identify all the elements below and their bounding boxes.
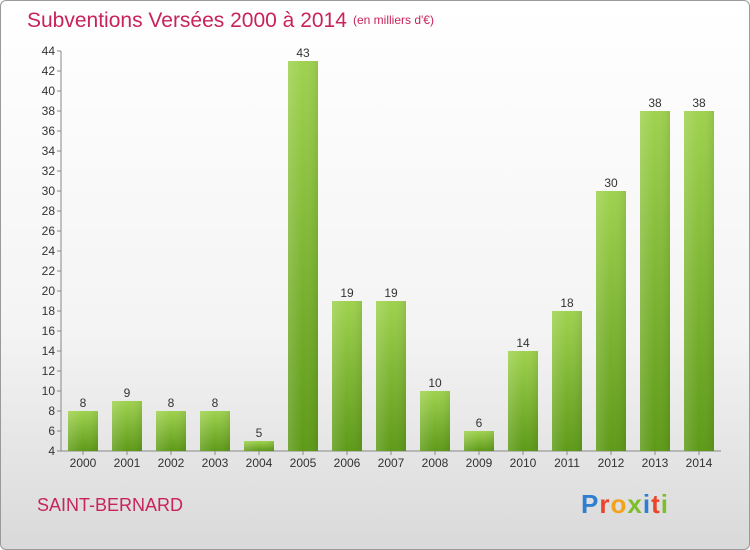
bar-shade (112, 401, 142, 451)
bars (68, 61, 714, 451)
y-tick-label: 8 (48, 404, 55, 418)
labels: 8 2000 9 2001 8 2002 8 2003 5 2004 43 2005 19 2006 19 2… (70, 46, 713, 470)
logo-letter: x (627, 489, 643, 519)
chart-title: Subventions Versées 2000 à 2014 (27, 9, 347, 32)
chart-subtitle: (en milliers d'€) (353, 13, 434, 27)
logo-letter: r (599, 489, 611, 519)
data-label: 19 (384, 286, 398, 300)
x-tick-label: 2007 (378, 456, 405, 470)
bar-shade (244, 441, 274, 451)
y-tick-label: 16 (42, 324, 56, 338)
y-tick-label: 28 (42, 204, 56, 218)
data-label: 38 (648, 96, 662, 110)
x-tick-label: 2006 (334, 456, 361, 470)
data-label: 5 (256, 426, 263, 440)
bar-shade (332, 301, 362, 451)
bar-shade (376, 301, 406, 451)
bar-shade (200, 411, 230, 451)
data-label: 38 (692, 96, 706, 110)
y-tick-label: 12 (42, 364, 56, 378)
y-tick-label: 26 (42, 224, 56, 238)
y-tick-label: 38 (42, 104, 56, 118)
bar-shade (420, 391, 450, 451)
y-tick-label: 10 (42, 384, 56, 398)
y-tick-label: 34 (42, 144, 56, 158)
y-tick-label: 36 (42, 124, 56, 138)
bar-shade (508, 351, 538, 451)
location-name: SAINT-BERNARD (37, 495, 184, 515)
data-label: 8 (212, 396, 219, 410)
y-tick-label: 20 (42, 284, 56, 298)
logo-letter: i (660, 489, 669, 519)
data-label: 9 (124, 386, 131, 400)
data-label: 10 (428, 376, 442, 390)
x-tick-label: 2008 (422, 456, 449, 470)
y-tick-label: 40 (42, 84, 56, 98)
data-label: 14 (516, 336, 530, 350)
y-tick-label: 44 (42, 44, 56, 58)
x-tick-label: 2001 (114, 456, 141, 470)
data-label: 19 (340, 286, 354, 300)
x-tick-label: 2011 (554, 456, 580, 470)
bar-shade (596, 191, 626, 451)
y-tick-label: 24 (42, 244, 56, 258)
logo-letter: t (651, 489, 661, 519)
x-tick-label: 2004 (246, 456, 273, 470)
y-tick-label: 14 (42, 344, 56, 358)
data-label: 18 (560, 296, 574, 310)
x-tick-label: 2003 (202, 456, 229, 470)
x-tick-label: 2014 (686, 456, 713, 470)
bar-shade (684, 111, 714, 451)
y-tick-label: 30 (42, 184, 56, 198)
x-tick-label: 2000 (70, 456, 97, 470)
proxiti-logo: Proxiti (581, 489, 669, 520)
data-label: 8 (168, 396, 175, 410)
data-label: 30 (604, 176, 618, 190)
y-tick-label: 18 (42, 304, 56, 318)
bar-shade (288, 61, 318, 451)
logo-letter: o (610, 489, 628, 519)
bar-shade (68, 411, 98, 451)
y-tick-label: 32 (42, 164, 56, 178)
y-tick-label: 6 (48, 424, 55, 438)
x-tick-label: 2005 (290, 456, 317, 470)
data-label: 8 (80, 396, 87, 410)
data-label: 43 (296, 46, 310, 60)
bar-shade (552, 311, 582, 451)
bar-shade (640, 111, 670, 451)
logo-letter: i (642, 489, 652, 519)
logo-letter: P (581, 489, 600, 519)
x-tick-label: 2010 (510, 456, 537, 470)
data-label: 6 (476, 416, 483, 430)
x-tick-label: 2013 (642, 456, 669, 470)
bar-shade (156, 411, 186, 451)
bar-shade (464, 431, 494, 451)
y-tick-label: 4 (48, 444, 55, 458)
y-tick-label: 42 (42, 64, 56, 78)
y-tick-label: 22 (42, 264, 56, 278)
x-tick-label: 2009 (466, 456, 493, 470)
x-tick-label: 2012 (598, 456, 625, 470)
x-tick-label: 2002 (158, 456, 185, 470)
